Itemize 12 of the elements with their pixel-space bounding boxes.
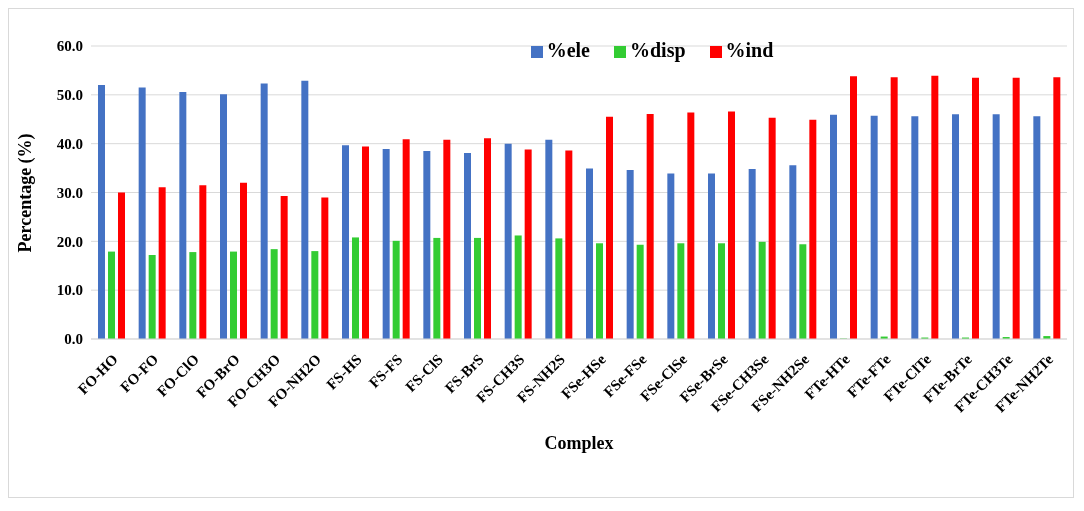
y-tick-label: 50.0 bbox=[56, 87, 83, 104]
legend-label: %ele bbox=[546, 39, 590, 61]
legend-label: %disp bbox=[629, 39, 686, 61]
y-tick-label: 30.0 bbox=[56, 184, 83, 201]
y-tick-label: 0.0 bbox=[64, 331, 83, 348]
y-tick-label: 40.0 bbox=[56, 135, 83, 152]
x-axis-title: Complex bbox=[544, 433, 614, 453]
y-tick-label: 10.0 bbox=[56, 282, 83, 299]
y-tick-label: 20.0 bbox=[56, 233, 83, 250]
y-axis-title: Percentage (%) bbox=[15, 133, 37, 253]
legend-label: %ind bbox=[725, 39, 774, 61]
y-tick-label: 60.0 bbox=[56, 38, 83, 55]
